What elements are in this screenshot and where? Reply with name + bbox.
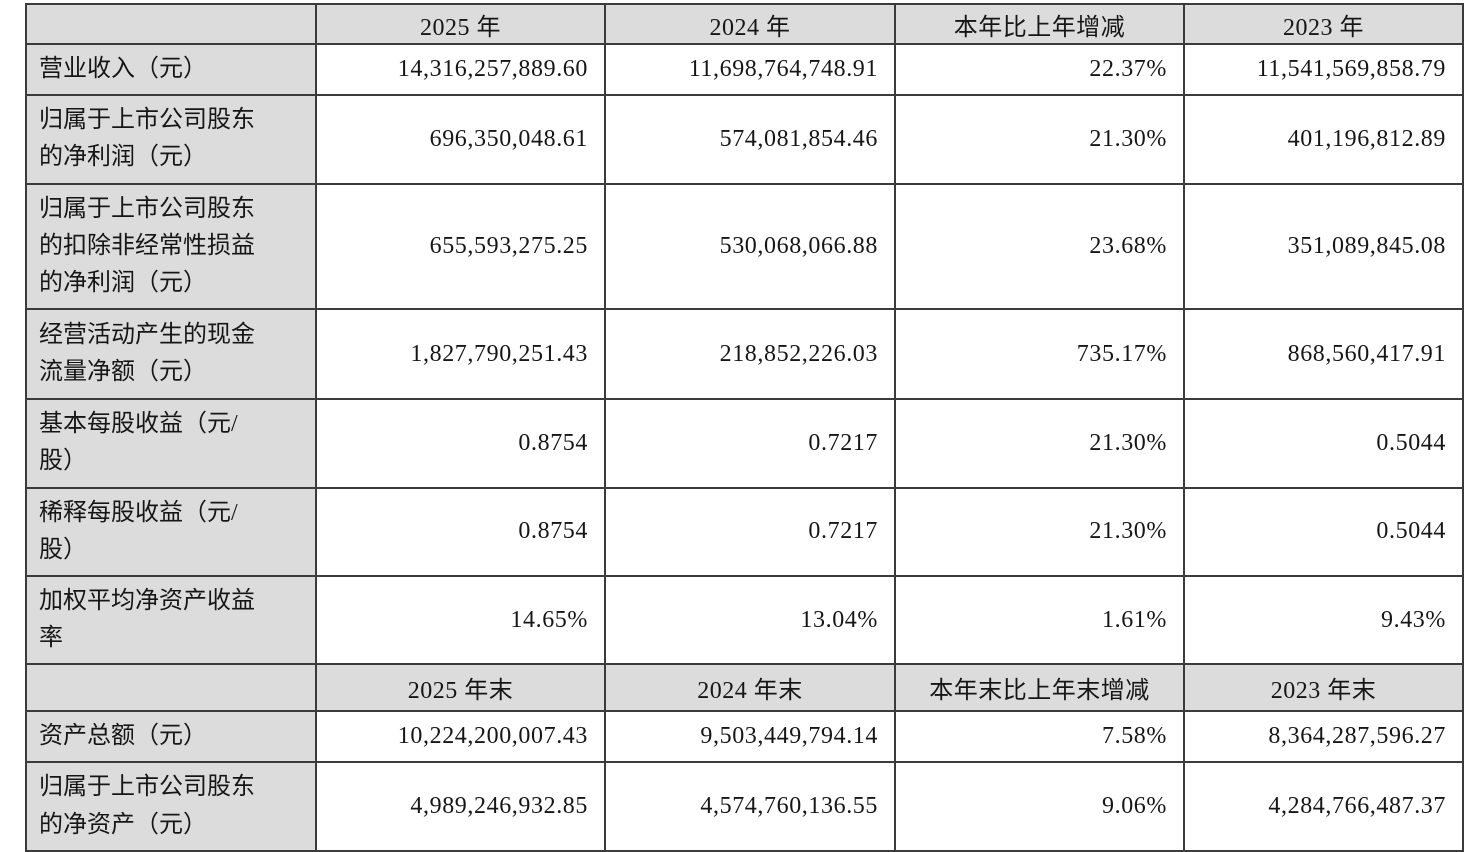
table-row-net-profit: 归属于上市公司股东 的净利润（元） 696,350,048.61 574,081… — [25, 94, 1464, 185]
value-change: 21.30% — [894, 94, 1185, 185]
table-row-diluted-eps: 稀释每股收益（元/ 股） 0.8754 0.7217 21.30% 0.5044 — [25, 486, 1464, 577]
row-label: 归属于上市公司股东 的净资产（元） — [25, 761, 317, 852]
row-label: 经营活动产生的现金 流量净额（元） — [25, 308, 317, 401]
value-2025: 1,827,790,251.43 — [315, 308, 606, 401]
row-label: 营业收入（元） — [25, 42, 317, 97]
financial-summary-table: 2025 年 2024 年 本年比上年增减 2023 年 营业收入（元） 14,… — [25, 3, 1464, 852]
value-2024: 4,574,760,136.55 — [604, 761, 896, 852]
row-label: 归属于上市公司股东 的净利润（元） — [25, 94, 317, 185]
value-2023: 8,364,287,596.27 — [1183, 710, 1464, 764]
value-2023: 9.43% — [1183, 574, 1464, 666]
col-header-2025-end: 2025 年末 — [315, 663, 606, 713]
table-row-operating-cash-flow: 经营活动产生的现金 流量净额（元） 1,827,790,251.43 218,8… — [25, 308, 1464, 401]
value-change: 9.06% — [894, 761, 1185, 852]
col-header-2023: 2023 年 — [1183, 3, 1464, 45]
value-change: 22.37% — [894, 42, 1185, 97]
value-2023: 4,284,766,487.37 — [1183, 761, 1464, 852]
corner-cell — [25, 663, 317, 713]
value-change: 23.68% — [894, 182, 1185, 311]
row-label: 基本每股收益（元/ 股） — [25, 398, 317, 489]
value-2025: 0.8754 — [315, 486, 606, 577]
value-2024: 11,698,764,748.91 — [604, 42, 896, 97]
table-row-weighted-avg-roe: 加权平均净资产收益 率 14.65% 13.04% 1.61% 9.43% — [25, 574, 1464, 666]
table-row-revenue: 营业收入（元） 14,316,257,889.60 11,698,764,748… — [25, 42, 1464, 97]
value-2023: 401,196,812.89 — [1183, 94, 1464, 185]
value-2023: 0.5044 — [1183, 398, 1464, 489]
row-label: 资产总额（元） — [25, 710, 317, 764]
value-change: 7.58% — [894, 710, 1185, 764]
table-row-net-profit-excl-nonrecurring: 归属于上市公司股东 的扣除非经常性损益 的净利润（元） 655,593,275.… — [25, 182, 1464, 311]
table-row-net-assets: 归属于上市公司股东 的净资产（元） 4,989,246,932.85 4,574… — [25, 761, 1464, 852]
period-end-header-row: 2025 年末 2024 年末 本年末比上年末增减 2023 年末 — [25, 663, 1464, 713]
col-header-end-change: 本年末比上年末增减 — [894, 663, 1185, 713]
corner-cell — [25, 3, 317, 45]
value-2025: 0.8754 — [315, 398, 606, 489]
col-header-2025: 2025 年 — [315, 3, 606, 45]
value-2025: 14,316,257,889.60 — [315, 42, 606, 97]
value-2024: 0.7217 — [604, 486, 896, 577]
value-2024: 574,081,854.46 — [604, 94, 896, 185]
value-change: 21.30% — [894, 486, 1185, 577]
value-change: 1.61% — [894, 574, 1185, 666]
value-2023: 868,560,417.91 — [1183, 308, 1464, 401]
value-change: 735.17% — [894, 308, 1185, 401]
value-2024: 13.04% — [604, 574, 896, 666]
value-2023: 0.5044 — [1183, 486, 1464, 577]
value-2023: 351,089,845.08 — [1183, 182, 1464, 311]
value-2024: 0.7217 — [604, 398, 896, 489]
value-2025: 10,224,200,007.43 — [315, 710, 606, 764]
row-label: 归属于上市公司股东 的扣除非经常性损益 的净利润（元） — [25, 182, 317, 311]
col-header-2024-end: 2024 年末 — [604, 663, 896, 713]
row-label: 稀释每股收益（元/ 股） — [25, 486, 317, 577]
value-2024: 9,503,449,794.14 — [604, 710, 896, 764]
annual-header-row: 2025 年 2024 年 本年比上年增减 2023 年 — [25, 3, 1464, 45]
value-2025: 655,593,275.25 — [315, 182, 606, 311]
value-2025: 696,350,048.61 — [315, 94, 606, 185]
value-2025: 4,989,246,932.85 — [315, 761, 606, 852]
table-row-total-assets: 资产总额（元） 10,224,200,007.43 9,503,449,794.… — [25, 710, 1464, 764]
col-header-2024: 2024 年 — [604, 3, 896, 45]
col-header-2023-end: 2023 年末 — [1183, 663, 1464, 713]
value-2023: 11,541,569,858.79 — [1183, 42, 1464, 97]
value-2024: 530,068,066.88 — [604, 182, 896, 311]
row-label: 加权平均净资产收益 率 — [25, 574, 317, 666]
value-change: 21.30% — [894, 398, 1185, 489]
col-header-yoy-change: 本年比上年增减 — [894, 3, 1185, 45]
value-2024: 218,852,226.03 — [604, 308, 896, 401]
financial-summary: 2025 年 2024 年 本年比上年增减 2023 年 营业收入（元） 14,… — [25, 3, 1464, 852]
table-row-basic-eps: 基本每股收益（元/ 股） 0.8754 0.7217 21.30% 0.5044 — [25, 398, 1464, 489]
value-2025: 14.65% — [315, 574, 606, 666]
